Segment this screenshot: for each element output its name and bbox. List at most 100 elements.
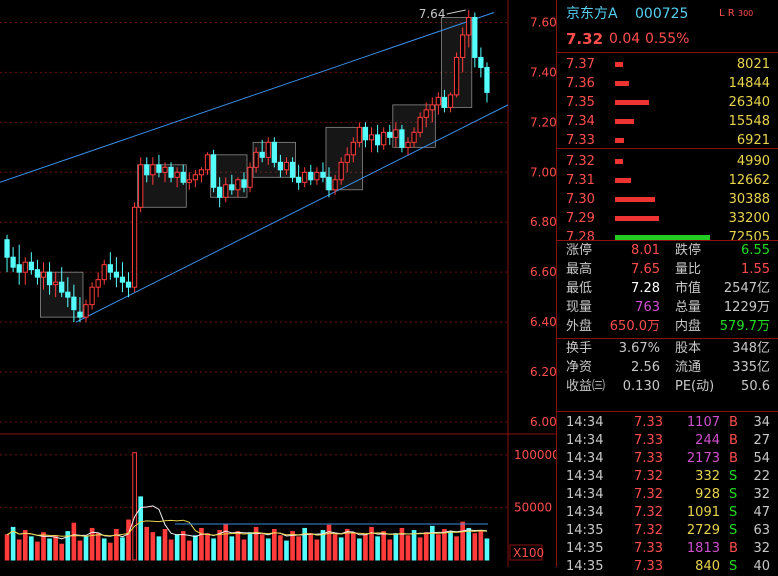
volume-bar bbox=[16, 539, 22, 561]
volume-bar bbox=[399, 527, 405, 561]
stat-label: 量比 bbox=[675, 262, 702, 277]
consolidation-box bbox=[210, 154, 248, 198]
candle-body bbox=[289, 161, 296, 178]
tick-count: 32 bbox=[753, 541, 770, 556]
candle-body bbox=[162, 166, 168, 173]
tick-count: 40 bbox=[753, 559, 770, 574]
tick-price: 7.32 bbox=[634, 487, 663, 502]
candle-body bbox=[144, 164, 150, 176]
volume-bar bbox=[393, 533, 399, 561]
book-volume-bar bbox=[615, 235, 710, 240]
volume-bar bbox=[296, 536, 301, 561]
book-price: 7.37 bbox=[566, 57, 595, 72]
volume-bar bbox=[265, 538, 271, 561]
stat-value: 6.55 bbox=[741, 243, 770, 258]
tick-row[interactable]: 14:34 7.32 332 S 22 bbox=[557, 468, 778, 486]
tick-time: 14:35 bbox=[566, 523, 604, 538]
stat-value: 579.7万 bbox=[719, 319, 770, 334]
tick-count: 27 bbox=[753, 433, 770, 448]
candle-body bbox=[150, 164, 156, 176]
price-tick-label: 6.80 bbox=[530, 215, 556, 229]
candle-body bbox=[387, 131, 393, 138]
stat-value: 2547亿 bbox=[723, 281, 770, 296]
volume-tick-label: 100000 bbox=[514, 448, 556, 462]
book-volume: 72505 bbox=[728, 230, 770, 245]
price-tick-label: 6.00 bbox=[530, 415, 556, 429]
tick-row[interactable]: 14:35 7.33 840 S 40 bbox=[557, 558, 778, 576]
book-volume-bar bbox=[615, 216, 659, 221]
stat-value: 7.65 bbox=[631, 262, 660, 277]
volume-bar bbox=[107, 542, 113, 561]
stat-row: 现量 763 总量 1229万 bbox=[557, 299, 778, 317]
tick-price: 7.33 bbox=[634, 451, 663, 466]
stat-label: 跌停 bbox=[675, 243, 702, 258]
volume-bar bbox=[41, 532, 46, 561]
tick-row[interactable]: 14:35 7.33 1813 B 32 bbox=[557, 540, 778, 558]
candle-body bbox=[277, 161, 284, 171]
tick-price: 7.32 bbox=[634, 505, 663, 520]
divider bbox=[557, 148, 778, 149]
volume-bar bbox=[53, 535, 58, 561]
volume-bar bbox=[241, 539, 247, 561]
volume-bar bbox=[217, 530, 222, 561]
volume-bar bbox=[338, 537, 344, 561]
order-book-row: 7.36 14844 bbox=[557, 75, 778, 93]
candle-body bbox=[314, 171, 320, 181]
candle-body bbox=[338, 161, 344, 181]
book-volume: 12662 bbox=[728, 173, 770, 188]
volume-bar bbox=[363, 534, 368, 561]
tick-row[interactable]: 14:34 7.32 1091 S 47 bbox=[557, 504, 778, 522]
volume-bar bbox=[308, 533, 314, 561]
candle-body bbox=[265, 141, 271, 158]
volume-bar bbox=[193, 535, 198, 561]
volume-bar bbox=[472, 533, 478, 561]
divider bbox=[557, 411, 778, 412]
candle-body bbox=[89, 286, 95, 306]
tick-count: 47 bbox=[753, 505, 770, 520]
tick-time: 14:35 bbox=[566, 559, 604, 574]
candle-body bbox=[95, 279, 101, 288]
candle-body bbox=[435, 96, 441, 106]
tick-row[interactable]: 14:34 7.32 928 S 32 bbox=[557, 486, 778, 504]
volume-bar bbox=[126, 519, 131, 561]
candle-body bbox=[484, 66, 490, 93]
candle-body bbox=[283, 161, 290, 171]
candle-body bbox=[447, 94, 454, 108]
candle-body bbox=[441, 96, 448, 108]
tick-row[interactable]: 14:35 7.32 2729 S 63 bbox=[557, 522, 778, 540]
candle-body bbox=[131, 206, 138, 288]
volume-bar bbox=[284, 540, 289, 561]
volume-bar bbox=[205, 533, 210, 561]
channel-lower-line bbox=[75, 104, 509, 323]
candle-body bbox=[423, 109, 429, 118]
tick-row[interactable]: 14:34 7.33 1107 B 34 bbox=[557, 414, 778, 432]
tick-row[interactable]: 14:34 7.33 2173 B 54 bbox=[557, 450, 778, 468]
volume-bar bbox=[448, 531, 453, 561]
book-volume: 33200 bbox=[728, 211, 770, 226]
candle-body bbox=[113, 271, 120, 278]
candle-body bbox=[308, 171, 314, 181]
volume-bar bbox=[259, 534, 265, 561]
candle-body bbox=[411, 131, 417, 143]
tick-row[interactable]: 14:34 7.33 244 B 27 bbox=[557, 432, 778, 450]
kline-svg[interactable]: 7.60 7.40 7.20 7.00 6.80 6.60 6.40 6.20 6.00 7.64… bbox=[0, 0, 556, 567]
candle-body bbox=[296, 176, 302, 183]
book-price: 7.36 bbox=[566, 76, 595, 91]
order-book-row: 7.30 30388 bbox=[557, 191, 778, 209]
tick-price: 7.33 bbox=[634, 415, 663, 430]
candle-body bbox=[53, 281, 59, 286]
volume-bar bbox=[138, 496, 144, 561]
stat-label: 内盘 bbox=[675, 319, 702, 334]
price-change: 0.04 bbox=[609, 31, 641, 47]
candle-body bbox=[59, 281, 65, 293]
candle-body bbox=[320, 171, 326, 178]
candle-body bbox=[362, 126, 369, 141]
volume-bar bbox=[186, 540, 192, 561]
volume-tick-label: 50000 bbox=[514, 500, 552, 514]
candle-body bbox=[77, 311, 83, 318]
tick-side: B bbox=[729, 415, 738, 430]
kline-chart[interactable]: 7.60 7.40 7.20 7.00 6.80 6.60 6.40 6.20 6.00 7.64… bbox=[0, 0, 556, 567]
volume-bar bbox=[144, 526, 150, 561]
channel-upper-line bbox=[0, 12, 495, 183]
book-volume-bar bbox=[615, 159, 623, 164]
